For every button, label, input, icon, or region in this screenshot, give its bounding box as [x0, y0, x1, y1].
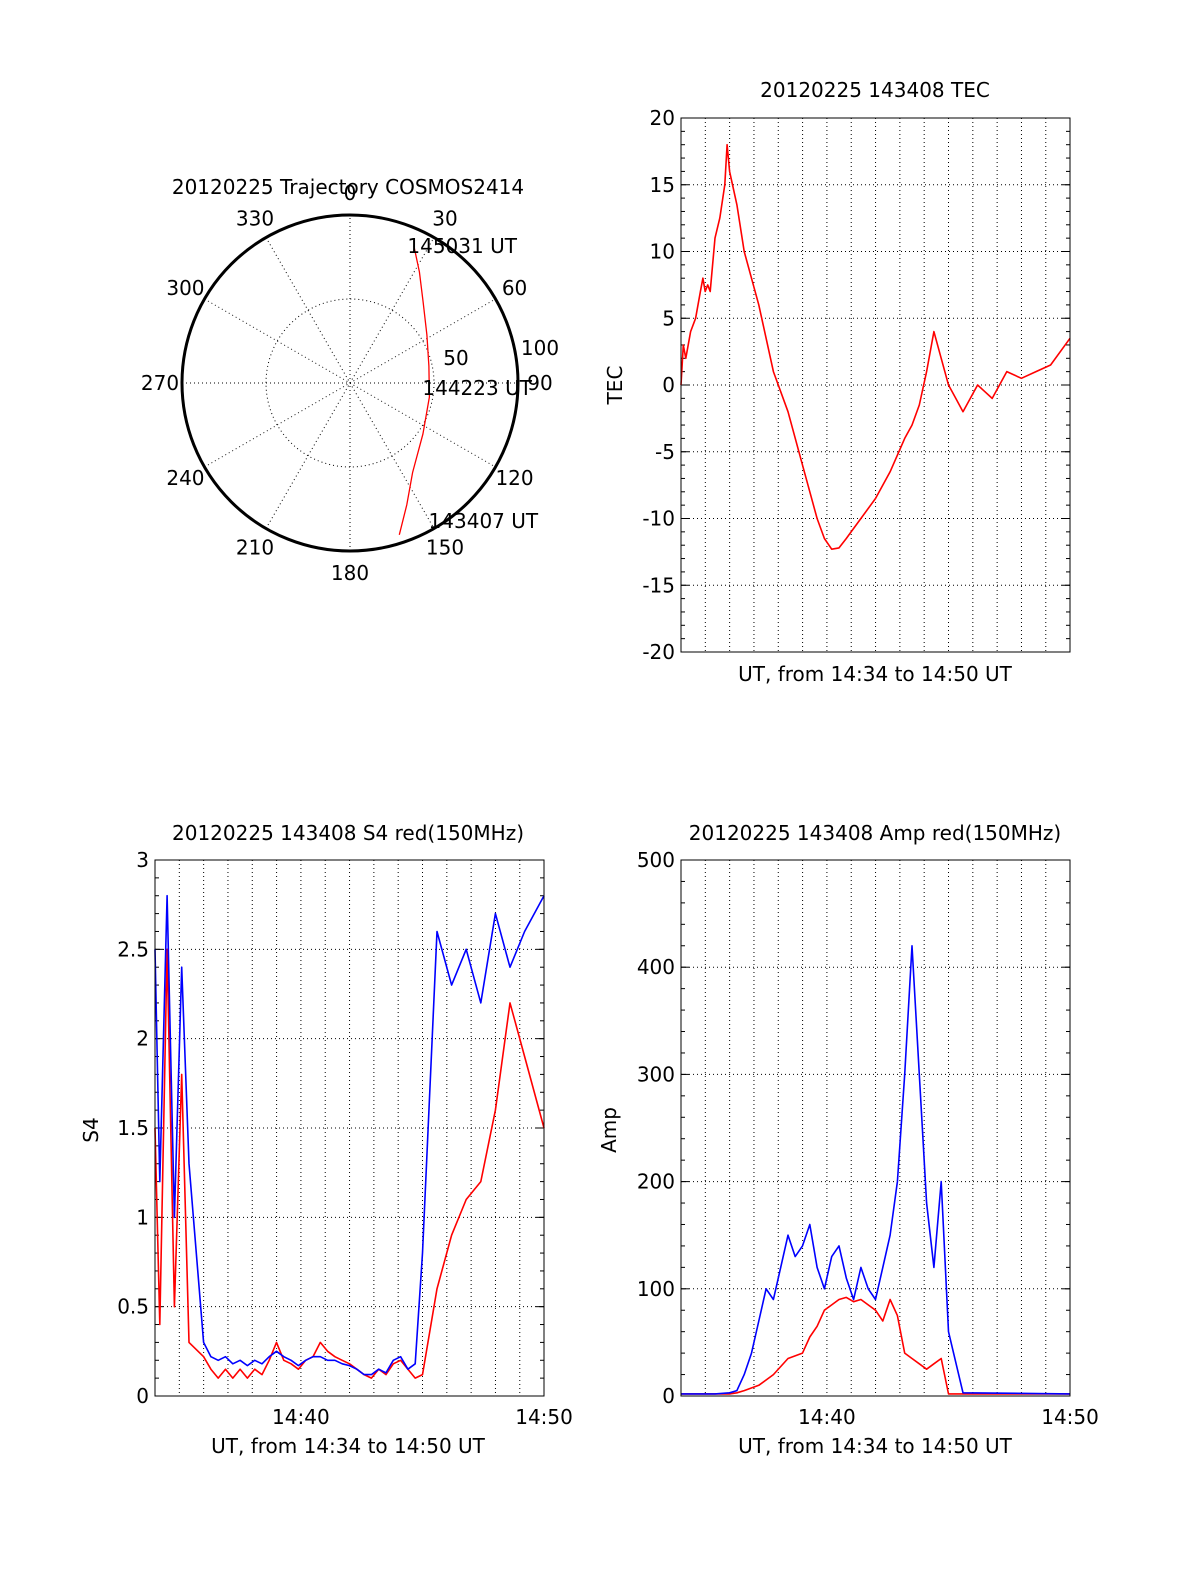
- polar-radius-tick-label: 50: [443, 346, 468, 370]
- tec-xlabel: UT, from 14:34 to 14:50 UT: [738, 662, 1013, 686]
- polar-angle-tick-label: 240: [166, 466, 204, 490]
- series-line-0: [154, 948, 545, 1379]
- trajectory-title: 20120225 Trajectory COSMOS2414: [172, 175, 524, 199]
- y-tick-label: -10: [642, 507, 675, 531]
- y-tick-label: 2.5: [117, 937, 149, 961]
- x-tick-label: 14:40: [272, 1405, 330, 1429]
- polar-spoke: [265, 237, 435, 529]
- y-tick-label: 0: [662, 1384, 675, 1408]
- y-tick-label: 1: [136, 1205, 149, 1229]
- y-tick-label: 2: [136, 1027, 149, 1051]
- series-line-0: [680, 143, 1071, 551]
- y-tick-label: 1.5: [117, 1116, 149, 1140]
- s4-xlabel: UT, from 14:34 to 14:50 UT: [211, 1434, 486, 1458]
- trajectory-line: [398, 245, 431, 535]
- y-tick-label: 500: [637, 848, 675, 872]
- y-tick-label: -5: [655, 440, 675, 464]
- polar-angle-tick-label: 300: [166, 276, 204, 300]
- amp-title: 20120225 143408 Amp red(150MHz): [689, 821, 1061, 845]
- amp-plot-area: 500 400 300 200 100 0 14:40 14:50: [637, 848, 1099, 1429]
- y-tick-label: 5: [662, 306, 675, 330]
- s4-panel: 20120225 143408 S4 red(150MHz) 3 2.5 2 1.5 1…: [79, 821, 573, 1458]
- amp-panel: 20120225 143408 Amp red(150MHz) 500 400 30…: [597, 821, 1099, 1458]
- y-tick-label: -20: [642, 640, 675, 664]
- y-tick-label: 15: [650, 173, 675, 197]
- amp-ylabel: Amp: [597, 1107, 621, 1153]
- y-tick-label: 3: [136, 848, 149, 872]
- polar-angle-tick-label: 60: [502, 276, 527, 300]
- trajectory-time-label: 143407 UT: [429, 509, 539, 533]
- plot-frame: [680, 859, 1071, 1397]
- polar-radius-ticks: 50 100: [443, 336, 559, 370]
- trajectory-time-label: 145031 UT: [407, 234, 517, 258]
- series-line-1: [154, 894, 545, 1376]
- s4-title: 20120225 143408 S4 red(150MHz): [172, 821, 524, 845]
- polar-angle-tick-label: 210: [236, 536, 274, 560]
- tec-ylabel: TEC: [603, 366, 627, 406]
- s4-plot-area: 3 2.5 2 1.5 1 0.5 0 14:40 14:50: [117, 848, 573, 1429]
- y-tick-label: 10: [650, 240, 675, 264]
- series-line-0: [681, 1296, 1070, 1395]
- polar-angle-tick-label: 330: [236, 206, 274, 230]
- polar-angle-tick-label: 150: [426, 536, 464, 560]
- polar-angle-tick-label: 30: [432, 206, 457, 230]
- polar-angle-ticks: 0 30 60 90 120 150 180 210 240 270 300 330: [141, 181, 553, 585]
- series-line-1: [681, 944, 1071, 1395]
- tec-plot-area: 20 15 10 5 0 -5 -10 -15 -20: [642, 106, 1071, 664]
- polar-grid: [180, 213, 520, 553]
- trajectory-series: [398, 245, 431, 535]
- trajectory-time-label: 144223 UT: [422, 376, 532, 400]
- trajectory-annotations: 145031 UT 144223 UT 143407 UT: [407, 234, 539, 533]
- y-tick-label: 200: [637, 1170, 675, 1194]
- y-tick-label: 300: [637, 1062, 675, 1086]
- y-tick-label: 0.5: [117, 1295, 149, 1319]
- y-tick-label: -15: [642, 573, 675, 597]
- polar-radius-tick-label: 100: [521, 336, 559, 360]
- x-tick-label: 14:40: [798, 1405, 856, 1429]
- y-tick-label: 0: [662, 373, 675, 397]
- x-tick-label: 14:50: [1041, 1405, 1099, 1429]
- y-tick-label: 100: [637, 1277, 675, 1301]
- polar-angle-tick-label: 90: [527, 371, 552, 395]
- x-tick-label: 14:50: [515, 1405, 573, 1429]
- plot-frame: [680, 117, 1071, 653]
- polar-angle-tick-label: 270: [141, 371, 179, 395]
- trajectory-panel: 20120225 Trajectory COSMOS2414 0 30 60 90 12…: [141, 175, 559, 585]
- amp-xlabel: UT, from 14:34 to 14:50 UT: [738, 1434, 1013, 1458]
- s4-ylabel: S4: [79, 1117, 103, 1142]
- polar-angle-tick-label: 0: [344, 181, 357, 205]
- y-tick-label: 0: [136, 1384, 149, 1408]
- y-tick-label: 400: [637, 955, 675, 979]
- tec-title: 20120225 143408 TEC: [760, 78, 990, 102]
- polar-angle-tick-label: 180: [331, 561, 369, 585]
- y-tick-label: 20: [650, 106, 675, 130]
- polar-angle-tick-label: 120: [495, 466, 533, 490]
- plot-frame: [154, 859, 545, 1397]
- tec-panel: 20120225 143408 TEC 20151050-5-10-15-20 …: [603, 78, 1071, 686]
